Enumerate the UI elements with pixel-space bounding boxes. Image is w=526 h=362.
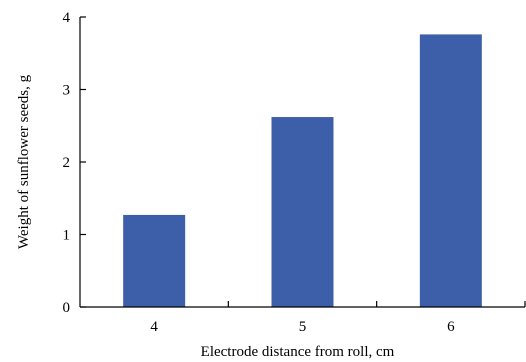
y-tick-label: 2: [63, 155, 71, 171]
bar-6: [419, 34, 482, 308]
bar-5: [271, 117, 334, 307]
x-axis-title: Electrode distance from roll, cm: [201, 344, 395, 360]
bar-4: [123, 214, 186, 307]
y-axis-title: Weight of sunflower seeds, g: [16, 74, 32, 249]
x-axis-ticks: 4 5 6: [150, 301, 526, 335]
x-tick-label: 5: [299, 319, 307, 335]
y-tick-label: 3: [63, 83, 71, 99]
plot-area: [123, 34, 482, 308]
y-axis-ticks: 0 1 2 3 4: [63, 10, 86, 316]
y-tick-label: 0: [63, 300, 71, 316]
x-tick-label: 6: [447, 319, 455, 335]
y-tick-label: 1: [63, 228, 71, 244]
y-tick-label: 4: [63, 10, 71, 26]
x-tick-label: 4: [150, 319, 158, 335]
